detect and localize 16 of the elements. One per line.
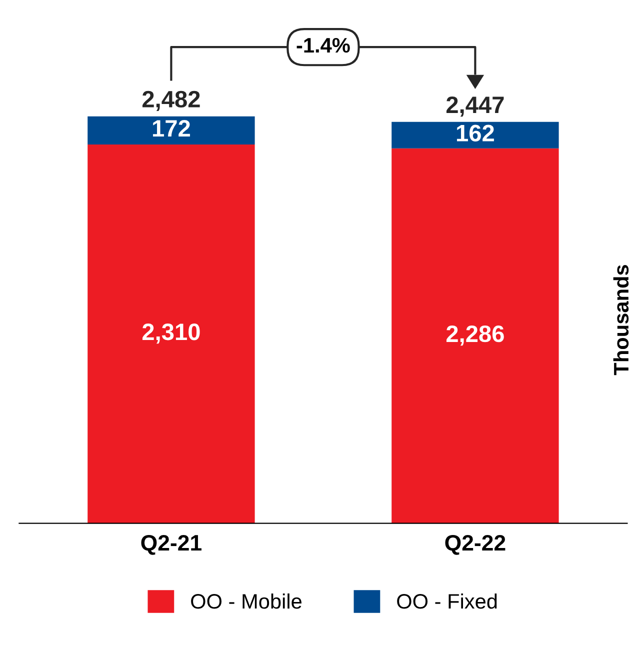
data-label: 2,286 — [446, 325, 504, 346]
y-axis-title: Thousands — [613, 265, 629, 376]
total-label: 2,482 — [142, 90, 200, 111]
bar — [88, 116, 255, 144]
bar — [392, 122, 559, 148]
bar — [88, 144, 255, 524]
text: -1.4% — [296, 38, 350, 53]
data-label: 162 — [456, 124, 494, 142]
total-label: 2,447 — [446, 96, 504, 117]
legend-label: OO - Fixed — [397, 593, 497, 609]
bar — [392, 148, 559, 524]
data-label: 2,310 — [142, 323, 200, 344]
data-label: 172 — [152, 120, 190, 136]
legend-label: OO - Mobile — [191, 593, 302, 609]
x-tick-label: Q2-22 — [445, 534, 506, 555]
x-tick-label: Q2-21 — [141, 534, 202, 555]
